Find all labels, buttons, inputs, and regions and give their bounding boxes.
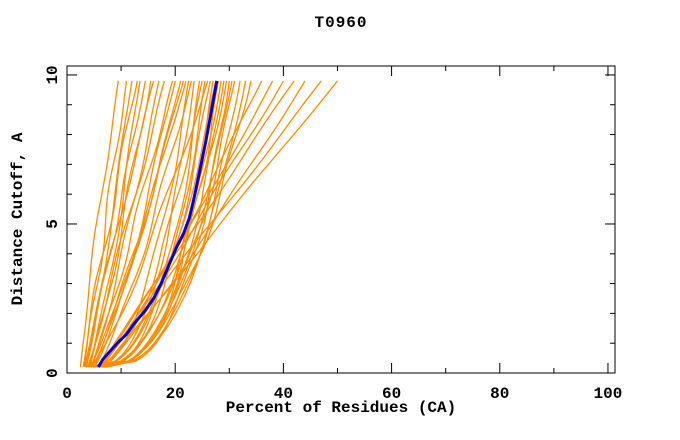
model-curve xyxy=(93,80,187,368)
model-curve xyxy=(79,80,120,368)
x-tick-label: 20 xyxy=(166,385,185,403)
chart-title: T0960 xyxy=(314,14,367,32)
model-curve xyxy=(91,80,184,368)
model-curve xyxy=(100,80,220,368)
x-axis-label: Percent of Residues (CA) xyxy=(226,399,456,417)
model-curve xyxy=(104,80,306,368)
model-curve xyxy=(93,80,182,368)
model-curve xyxy=(85,80,147,368)
highlighted-model-curve xyxy=(97,80,219,368)
model-curve xyxy=(82,80,138,368)
model-curve xyxy=(87,80,141,368)
y-tick-label: 10 xyxy=(44,65,62,84)
model-curve xyxy=(99,80,206,368)
model-curves xyxy=(79,80,339,368)
plot-frame xyxy=(66,65,616,374)
highlighted-curve xyxy=(97,80,219,368)
model-curve xyxy=(101,80,284,368)
model-curve xyxy=(88,80,176,368)
model-curve xyxy=(90,80,174,368)
x-tick-label: 60 xyxy=(382,385,401,403)
model-curve xyxy=(107,80,247,368)
model-curve xyxy=(98,80,217,368)
model-curve xyxy=(105,80,236,368)
x-tick-label: 80 xyxy=(490,385,509,403)
y-axis-label: Distance Cutoff, A xyxy=(9,132,27,305)
axis-ticks xyxy=(66,66,615,373)
tick-labels: 0 20 40 60 80 100 0 5 10 xyxy=(44,65,622,403)
x-tick-label: 40 xyxy=(274,385,293,403)
model-curve xyxy=(103,80,339,368)
model-curve xyxy=(86,80,166,368)
y-tick-label: 0 xyxy=(44,368,62,378)
x-tick-label: 100 xyxy=(594,385,623,403)
y-tick-label: 5 xyxy=(44,219,62,229)
model-curve xyxy=(104,80,252,368)
model-curve xyxy=(84,80,155,368)
model-curve xyxy=(97,80,295,368)
x-tick-label: 0 xyxy=(62,385,72,403)
